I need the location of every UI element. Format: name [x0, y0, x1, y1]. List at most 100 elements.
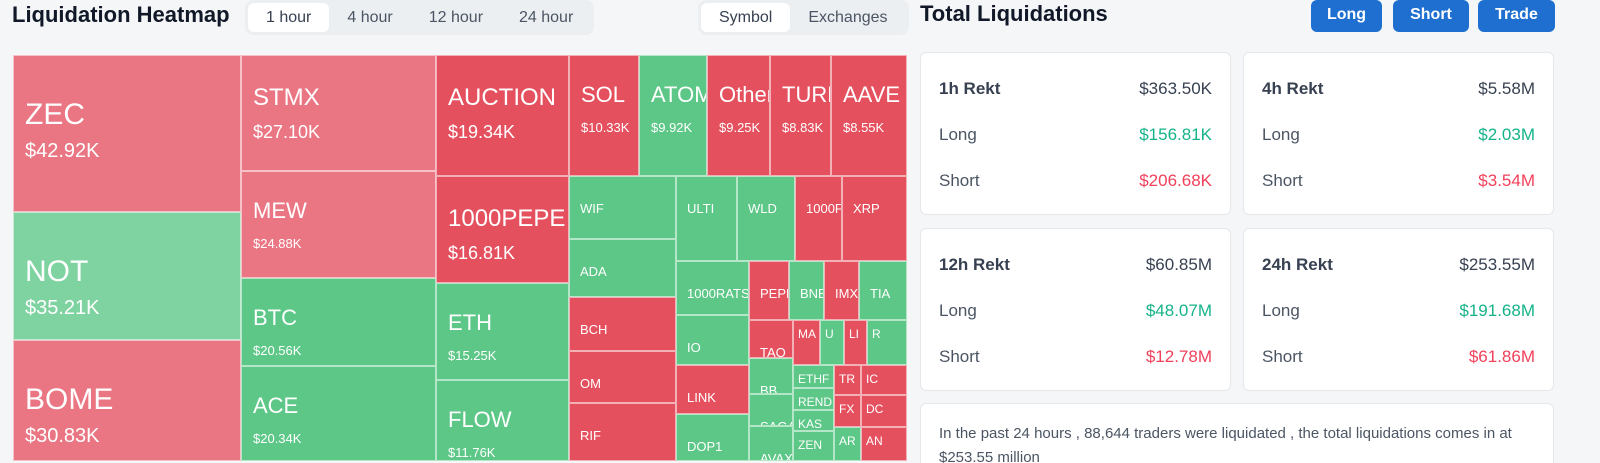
tile-symbol: LINK	[687, 390, 716, 405]
heatmap-tile-sol[interactable]: SOL $10.33K	[569, 55, 639, 176]
card-total: $253.55M	[1459, 255, 1535, 274]
long-label: Long	[939, 125, 977, 144]
heatmap-tile-dc[interactable]: DC	[861, 395, 907, 427]
tile-symbol: MA	[798, 327, 816, 341]
heatmap-tile-link[interactable]: LINK	[676, 365, 749, 414]
heatmap-tile-1000pepe[interactable]: 1000PEPE $16.81K	[436, 176, 569, 283]
tile-amount: $10.33K	[581, 120, 630, 135]
heatmap-tile-bch[interactable]: BCH	[569, 297, 676, 351]
short-label: Short	[939, 171, 980, 190]
heatmap-tile-others[interactable]: Others $9.25K	[707, 55, 770, 176]
long-value: $191.68M	[1459, 301, 1535, 320]
tile-symbol: IC	[866, 372, 878, 386]
card-title: 1h Rekt	[939, 79, 1001, 98]
tile-symbol: FX	[839, 402, 855, 416]
heatmap-tile-ulti[interactable]: ULTI	[676, 176, 737, 261]
heatmap-tile-tia[interactable]: TIA	[859, 261, 907, 320]
heatmap-tile-u[interactable]: U	[820, 320, 844, 365]
heatmap-tile-li[interactable]: LI	[844, 320, 867, 365]
heatmap-tile-dop1[interactable]: DOP1	[676, 414, 749, 461]
card-title: 24h Rekt	[1262, 255, 1333, 274]
heatmap-tile-rend[interactable]: REND	[793, 388, 834, 410]
long-button[interactable]: Long	[1311, 0, 1382, 32]
card-title: 12h Rekt	[939, 255, 1010, 274]
tile-symbol: OM	[580, 376, 601, 391]
heatmap-tile-turbo[interactable]: TURBO $8.83K	[770, 55, 831, 176]
tile-amount: $15.25K	[448, 348, 497, 363]
tile-amount: $11.76K	[448, 445, 496, 460]
heatmap-tile-zec[interactable]: ZEC $42.92K	[13, 55, 241, 212]
heatmap-tile-om[interactable]: OM	[569, 351, 676, 403]
heatmap-tile-ar[interactable]: AR	[834, 427, 861, 461]
heatmap-tile-atom[interactable]: ATOM $9.92K	[639, 55, 707, 176]
tab-1-hour[interactable]: 1 hour	[248, 3, 330, 32]
heatmap-tile-zen[interactable]: ZEN	[793, 431, 834, 461]
heatmap-tile-saga[interactable]: SAGA	[749, 394, 793, 426]
tile-symbol: Others	[719, 82, 769, 107]
tile-symbol: ZEC	[25, 98, 85, 131]
heatmap-tile-an[interactable]: AN	[861, 427, 907, 461]
heatmap-tile-btc[interactable]: BTC $20.56K	[241, 278, 436, 366]
heatmap-tile-avax[interactable]: AVAX	[749, 426, 793, 461]
heatmap-tile-stmx[interactable]: STMX $27.10K	[241, 55, 436, 171]
total-liquidations-title: Total Liquidations	[920, 1, 1108, 26]
heatmap-tile-wld[interactable]: WLD	[737, 176, 795, 261]
tile-symbol: STMX	[253, 84, 320, 111]
heatmap-tile-xrp[interactable]: XRP	[842, 176, 907, 261]
heatmap-tile-ic[interactable]: IC	[861, 365, 907, 395]
tile-symbol: BNB	[800, 286, 823, 301]
tile-symbol: SOL	[581, 82, 626, 107]
heatmap-tile-1000rats[interactable]: 1000RATS	[676, 261, 749, 315]
heatmap-tile-eth[interactable]: ETH $15.25K	[436, 283, 569, 380]
tab-24-hour[interactable]: 24 hour	[519, 9, 574, 26]
heatmap-tile-flow[interactable]: FLOW $11.76K	[436, 380, 569, 461]
heatmap-tile-mew[interactable]: MEW $24.88K	[241, 171, 436, 278]
liquidation-heatmap: ZEC $42.92K NOT $35.21K BOME $30.83K STMX $27.1…	[13, 55, 907, 461]
tile-symbol: KAS	[798, 417, 823, 431]
tab-12-hour[interactable]: 12 hour	[428, 9, 484, 26]
short-value: $206.68K	[1139, 171, 1212, 190]
heatmap-tile-ethf[interactable]: ETHF	[793, 365, 834, 388]
heatmap-tile-fx[interactable]: FX	[834, 395, 861, 427]
heatmap-tile-tao[interactable]: TAO	[749, 320, 793, 358]
heatmap-tile-bnb[interactable]: BNB	[789, 261, 824, 320]
heatmap-tile-aave[interactable]: AAVE $8.55K	[831, 55, 907, 176]
tile-symbol: AUCTION	[448, 84, 556, 111]
rekt-card-24h: 24h Rekt $253.55M Long $191.68M Short $61.8…	[1243, 228, 1554, 391]
heatmap-tile-io[interactable]: IO	[676, 315, 749, 365]
tile-symbol: ETHF	[798, 372, 830, 386]
tab-4-hour[interactable]: 4 hour	[347, 9, 393, 26]
heatmap-tile-r[interactable]: R	[867, 320, 907, 365]
tile-symbol: TAO	[760, 345, 786, 358]
heatmap-tile-bome[interactable]: BOME $30.83K	[13, 340, 241, 461]
tile-amount: $8.55K	[843, 120, 885, 135]
heatmap-tile-tr[interactable]: TR	[834, 365, 861, 395]
tile-symbol: WLD	[748, 201, 777, 216]
tab-symbol[interactable]: Symbol	[701, 3, 791, 32]
short-value: $3.54M	[1478, 171, 1535, 190]
trade-button[interactable]: Trade	[1478, 0, 1555, 32]
short-value: $61.86M	[1468, 347, 1535, 366]
heatmap-tile-1000f[interactable]: 1000F	[795, 176, 842, 261]
heatmap-tile-wif[interactable]: WIF	[569, 176, 676, 239]
tile-symbol: AR	[839, 434, 856, 448]
tile-amount: $20.34K	[253, 431, 302, 446]
heatmap-tile-ada[interactable]: ADA	[569, 239, 676, 297]
heatmap-tile-imx[interactable]: IMX	[824, 261, 859, 320]
long-value: $48.07M	[1145, 301, 1212, 320]
heatmap-tile-ma[interactable]: MA	[793, 320, 820, 365]
tile-symbol: LI	[849, 327, 860, 341]
heatmap-tile-kas[interactable]: KAS	[793, 410, 834, 431]
tab-exchanges[interactable]: Exchanges	[808, 9, 888, 26]
card-total: $60.85M	[1145, 255, 1212, 274]
tile-amount: $30.83K	[25, 425, 100, 447]
short-button[interactable]: Short	[1393, 0, 1469, 32]
heatmap-tile-auction[interactable]: AUCTION $19.34K	[436, 55, 569, 176]
rekt-card-4h: 4h Rekt $5.58M Long $2.03M Short $3.54M	[1243, 52, 1554, 215]
heatmap-tile-rif[interactable]: RIF	[569, 403, 676, 461]
tile-symbol: AN	[866, 434, 883, 448]
heatmap-tile-ace[interactable]: ACE $20.34K	[241, 366, 436, 461]
heatmap-tile-not[interactable]: NOT $35.21K	[13, 212, 241, 340]
heatmap-tile-pepe[interactable]: PEPE	[749, 261, 789, 320]
heatmap-tile-bb[interactable]: BB	[749, 358, 793, 394]
